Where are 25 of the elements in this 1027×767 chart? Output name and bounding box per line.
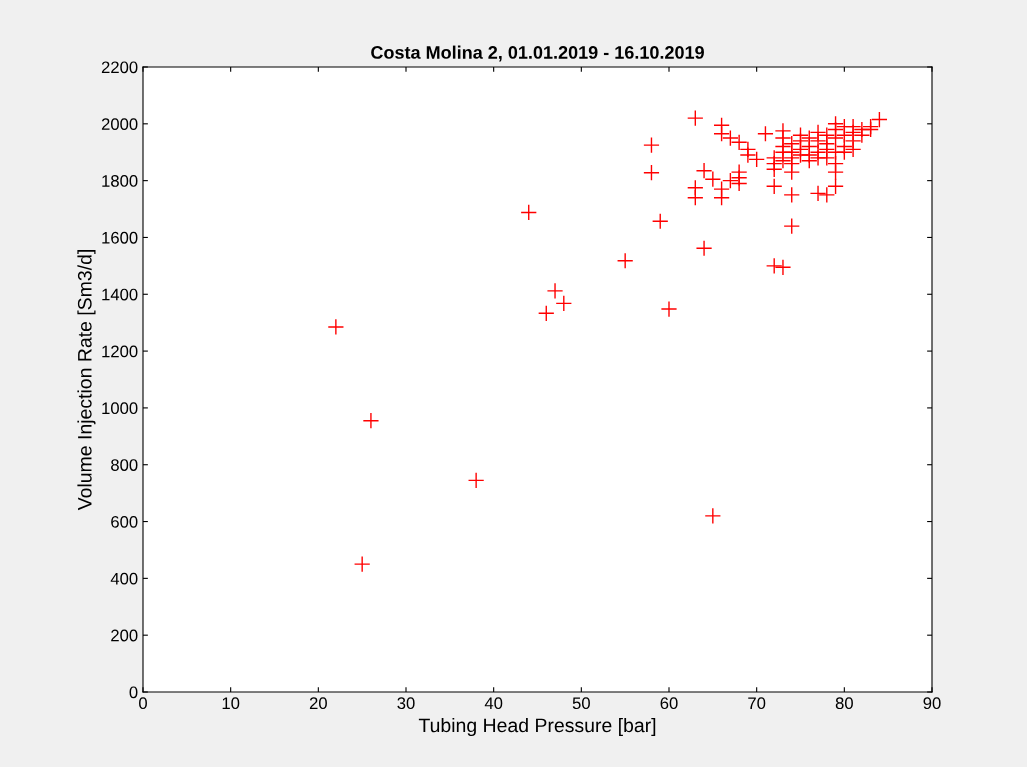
- y-tick-label: 600: [111, 515, 138, 528]
- x-tick-label: 10: [222, 697, 240, 710]
- y-tick-label: 1400: [102, 288, 138, 301]
- y-tick-label: 400: [110, 572, 138, 585]
- x-tick-label: 20: [309, 697, 327, 710]
- chart-title: Costa Molina 2, 01.01.2019 - 16.10.2019: [371, 45, 704, 62]
- x-tick-label: 90: [923, 697, 941, 710]
- y-tick-label: 2000: [101, 118, 138, 131]
- x-tick-label: 0: [139, 697, 147, 710]
- y-axis-title: Volume Injection Rate [Sm3/d]: [77, 250, 96, 511]
- y-tick-label: 800: [111, 459, 138, 471]
- y-tick-label: 2200: [101, 61, 138, 74]
- y-tick-label: 1000: [102, 402, 138, 415]
- x-tick-label: 80: [835, 697, 853, 710]
- y-tick-label: 0: [129, 686, 138, 699]
- x-tick-label: 70: [748, 697, 766, 710]
- x-tick-label: 60: [660, 697, 678, 710]
- x-tick-label: 50: [572, 697, 590, 710]
- y-tick-label: 200: [111, 629, 138, 642]
- x-tick-label: 30: [397, 697, 415, 710]
- x-axis-title: Tubing Head Pressure [bar]: [418, 717, 656, 737]
- x-tick-label: 40: [484, 697, 503, 710]
- y-tick-label: 1600: [102, 231, 138, 244]
- y-tick-label: 1200: [102, 345, 138, 358]
- y-tick-label: 1800: [102, 175, 138, 187]
